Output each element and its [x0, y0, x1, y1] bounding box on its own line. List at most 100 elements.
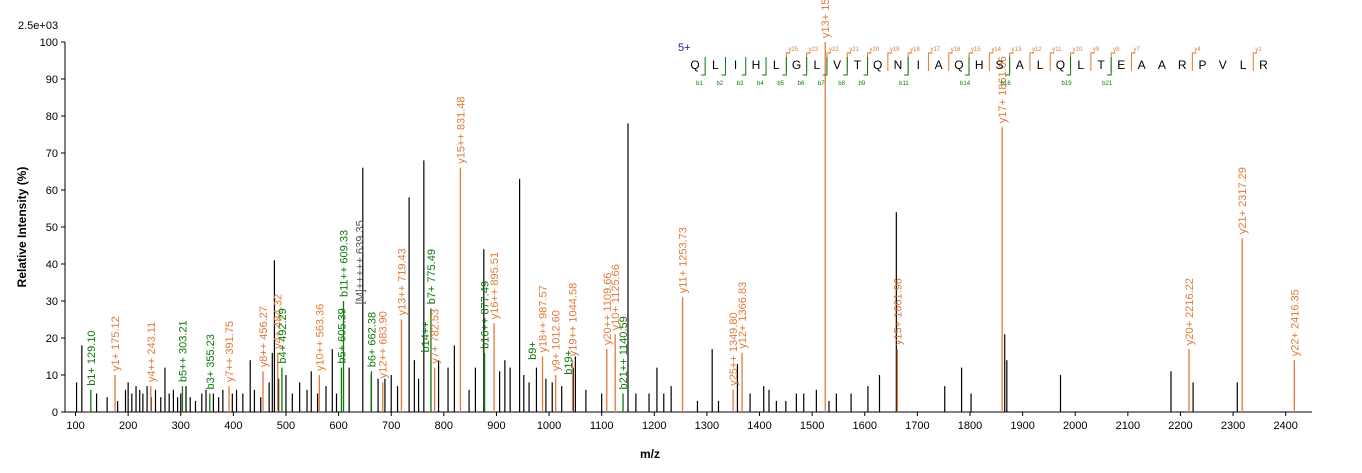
x-tick-label: 1600 [853, 420, 877, 432]
y-ion-peak-label: y12+ 1366.83 [737, 282, 749, 349]
b-fragment-mark [721, 57, 726, 76]
x-tick-label: 700 [382, 420, 400, 432]
y-ion-peak-label: y10++ 563.36 [314, 304, 326, 371]
b-fragment-label: b11 [899, 81, 909, 87]
x-tick-label: 1800 [958, 420, 982, 432]
x-tick-label: 600 [329, 420, 347, 432]
y-ion-peak-label: y11+ 1253.73 [678, 227, 690, 293]
sequence-residue: L [813, 58, 820, 72]
y-ion-peak-label: y19++ 1044.58 [568, 283, 580, 356]
b-fragment-label: b9 [859, 81, 866, 87]
y-fragment-label: y7 [1133, 47, 1140, 53]
y-fragment-label: y20 [870, 47, 880, 53]
y-fragment-label: y1 [1255, 47, 1262, 53]
sequence-residue: I [917, 58, 920, 72]
x-tick-label: 1400 [747, 420, 771, 432]
y-fragment-label: y16 [951, 47, 961, 53]
y-ion-peak-label: y15++ 831.48 [455, 97, 467, 164]
y-ion-peak-label: y17+ 1861.06 [997, 56, 1009, 123]
x-tick-label: 2000 [1063, 420, 1087, 432]
b-fragment-mark [1005, 57, 1011, 76]
sequence-residue: L [773, 58, 780, 72]
y-fragment-label: y14 [991, 47, 1001, 53]
y-fragment-label: y25 [788, 47, 798, 53]
extra-peak-label: [M]+++++ 639.35 [354, 220, 366, 304]
y-fragment-label: y10 [1073, 47, 1083, 53]
sequence-residue: Q [873, 58, 882, 72]
y-ion-peak-label: y8++ 456.27 [258, 306, 270, 367]
sequence-residue: A [1158, 58, 1166, 72]
y-fragment-mark [1049, 52, 1055, 71]
extra-peak-label: b14++ [420, 321, 432, 352]
sequence-residue: V [833, 58, 841, 72]
b-fragment-mark [782, 57, 787, 76]
y-ion-peak-label: y7+ 782.53 [430, 309, 442, 364]
b-fragment-mark [1066, 57, 1072, 76]
y-ion-peak-label: y13++ 719.43 [396, 248, 408, 315]
y-fragment-label: y23 [809, 47, 819, 53]
y-fragment-mark [988, 52, 994, 71]
y-fragment-label: y15 [971, 47, 981, 53]
y-fragment-mark [1191, 52, 1197, 71]
x-tick-label: 100 [66, 420, 84, 432]
y-fragment-label: y22 [829, 47, 839, 53]
y-tick-label: 80 [46, 111, 58, 123]
y-ion-peak-label: y1+ 175.12 [110, 316, 122, 371]
sequence-residue: E [1117, 58, 1125, 72]
y-tick-label: 20 [46, 333, 58, 345]
y-fragment-label: y19 [890, 47, 900, 53]
b-ion-peak-label: b11++ 609.33 [339, 230, 351, 297]
b-fragment-mark [904, 57, 909, 76]
sequence-residue: A [1016, 58, 1024, 72]
y-tick-label: 50 [46, 222, 58, 234]
y-fragment-mark [1130, 52, 1136, 71]
b-ion-peaks [90, 301, 624, 412]
sequence-residue: G [792, 58, 801, 72]
b-fragment-mark [701, 57, 706, 76]
x-tick-label: 1900 [1010, 420, 1034, 432]
y-tick-label: 40 [46, 259, 58, 271]
x-tick-label: 1000 [537, 420, 561, 432]
b-ion-peak-label: b5++ 303.21 [177, 320, 189, 382]
y-fragment-label: y17 [930, 47, 940, 53]
sequence-residue: R [1259, 58, 1268, 72]
b-fragment-label: b8 [838, 81, 845, 87]
y-ion-peak-label: y20++ 1109.66 [602, 273, 614, 346]
b-ion-peak-label: b21++ 1140.59 [618, 316, 630, 389]
y-tick-label: 70 [46, 148, 58, 160]
x-tick-label: 1100 [590, 420, 614, 432]
y-ion-peak-label: y18++ 987.57 [538, 285, 550, 352]
axes: 100 200 300 400 500 600 700 800 900 1000 1100 1200 1… [40, 37, 1312, 432]
sequence-residue: L [712, 58, 719, 72]
x-tick-label: 1700 [905, 420, 929, 432]
y-fragment-label: y13 [1012, 47, 1022, 53]
y-fragment-mark [1090, 52, 1095, 71]
sequence-residue: H [752, 58, 761, 72]
b-ion-peak-label: b4+ 492.29 [277, 308, 289, 363]
y-tick-label: 100 [40, 37, 58, 49]
y-fragment-mark [948, 52, 953, 71]
y-tick-label: 10 [46, 370, 58, 382]
sequence-residue: S [995, 58, 1003, 72]
y-ion-peak-label: y4+ 484.32 [273, 294, 285, 349]
sequence-residue: Q [954, 58, 963, 72]
b-fragment-label: b14 [960, 81, 971, 87]
x-tick-label: 200 [119, 420, 137, 432]
intensity-scale-label: 2.5e+03 [18, 20, 58, 32]
b-ion-peak-label: b1+ 129.10 [86, 330, 98, 385]
sequence-residue: N [894, 58, 903, 72]
x-tick-label: 400 [224, 420, 242, 432]
y-axis-label: Relative Intensity (%) [15, 167, 29, 288]
b-fragment-mark [741, 57, 747, 76]
y-ion-peak-label: y21+ 2317.29 [1237, 167, 1249, 234]
peak-labels: y1+ 175.12 y4++ 243.11 y7++ 391.75 y8++ 456… [86, 0, 1301, 390]
extra-peak-label: b9+ [527, 341, 539, 360]
b-fragment-label: b7 [818, 81, 825, 87]
sequence-residue: T [854, 58, 862, 72]
y-fragment-mark [887, 52, 892, 71]
sequence-residue: L [1077, 58, 1084, 72]
x-tick-label: 1300 [695, 420, 719, 432]
b-fragment-label: b4 [757, 81, 764, 87]
y-ion-peak-label: y16++ 895.51 [489, 252, 501, 319]
